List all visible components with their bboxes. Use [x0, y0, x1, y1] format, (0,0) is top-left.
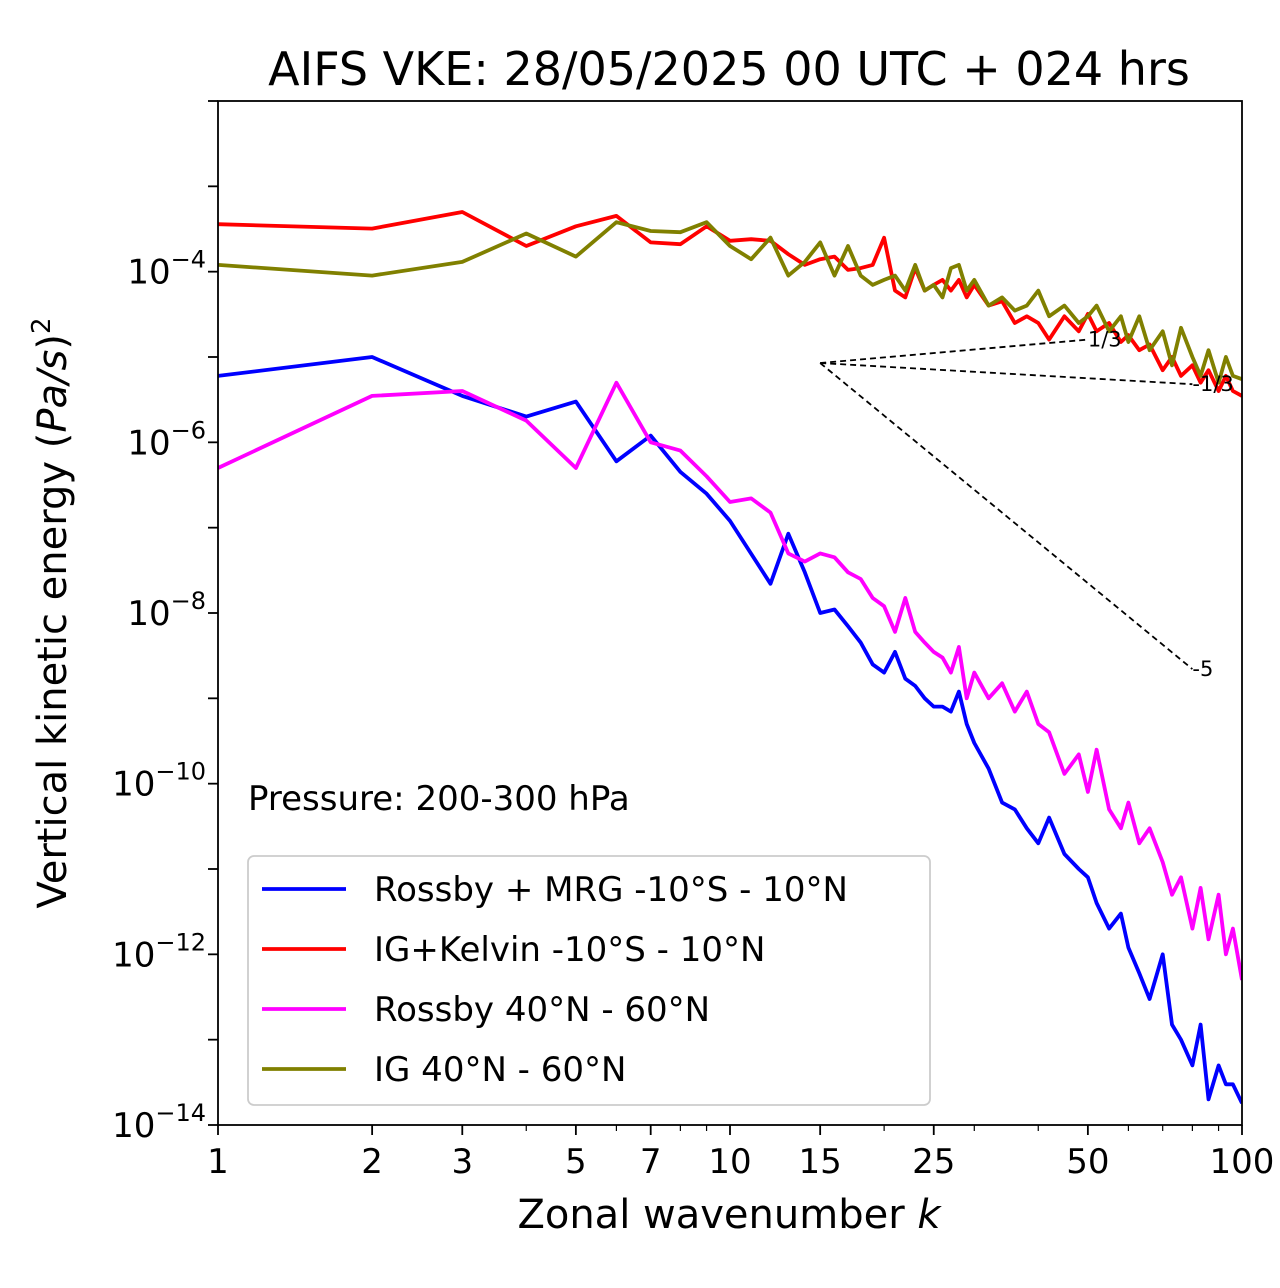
y-tick-label: 10−10 — [112, 758, 206, 805]
x-tick-label: 25 — [912, 1142, 955, 1182]
slope-label-3: -5 — [1192, 657, 1213, 681]
legend-label-4: IG 40°N - 60°N — [374, 1050, 626, 1090]
y-axis-label-close: ) — [30, 334, 76, 350]
x-axis-label: Zonal wavenumber k — [517, 1192, 942, 1238]
legend-label-2: IG+Kelvin -10°S - 10°N — [374, 930, 765, 970]
x-tick-label: 100 — [1210, 1142, 1275, 1182]
x-axis-label-main: Zonal wavenumber — [517, 1192, 917, 1238]
y-tick-label: 10−14 — [112, 1099, 206, 1146]
y-axis-label-sup: 2 — [27, 318, 57, 335]
axes-ticks — [208, 100, 1243, 1135]
series-line-1 — [218, 355, 1242, 1105]
slope-line-2 — [820, 362, 1193, 386]
pressure-annotation: Pressure: 200-300 hPa — [248, 779, 630, 819]
x-tick-label: 2 — [361, 1142, 383, 1182]
y-axis-label-italic: Pa/s — [30, 350, 76, 433]
y-axis-label: Vertical kinetic energy (Pa/s)2 — [27, 318, 76, 909]
x-tick-label: 5 — [565, 1142, 587, 1182]
chart-title: AIFS VKE: 28/05/2025 00 UTC + 024 hrs — [268, 42, 1190, 96]
legend-label-3: Rossby 40°N - 60°N — [374, 990, 710, 1030]
x-tick-label: 3 — [451, 1142, 473, 1182]
x-tick-label: 10 — [708, 1142, 751, 1182]
legend: Rossby + MRG -10°S - 10°N IG+Kelvin -10°S… — [247, 855, 931, 1106]
legend-box — [247, 855, 931, 1106]
y-tick-label: 10−4 — [127, 246, 206, 293]
x-tick-labels: 1 2 3 5 7 10 15 25 50 100 — [207, 1142, 1274, 1182]
legend-label-1: Rossby + MRG -10°S - 10°N — [374, 870, 848, 910]
series-line-2 — [218, 210, 1242, 398]
x-tick-label: 15 — [799, 1142, 842, 1182]
series-lines — [218, 210, 1242, 1105]
x-tick-label: 1 — [207, 1142, 229, 1182]
y-tick-label: 10−6 — [127, 416, 206, 463]
y-tick-label: 10−8 — [127, 587, 206, 634]
x-tick-label: 50 — [1066, 1142, 1109, 1182]
slope-line-3 — [819, 362, 1193, 670]
x-axis-label-italic: k — [917, 1192, 942, 1238]
x-tick-label: 7 — [640, 1142, 662, 1182]
slope-label-1: 1/3 — [1088, 328, 1122, 352]
slope-reference-lines: 1/3 -1/3 -5 — [819, 328, 1234, 681]
series-line-4 — [218, 220, 1242, 385]
series-line-3 — [218, 380, 1242, 981]
y-axis-label-main: Vertical kinetic energy ( — [30, 433, 76, 909]
plot-frame — [217, 100, 1243, 1126]
slope-label-2: -1/3 — [1192, 372, 1233, 396]
slope-line-1 — [820, 338, 1088, 364]
y-tick-label: 10−12 — [112, 928, 206, 975]
y-tick-labels: 10−4 10−6 10−8 10−10 10−12 10−14 — [112, 246, 206, 1146]
